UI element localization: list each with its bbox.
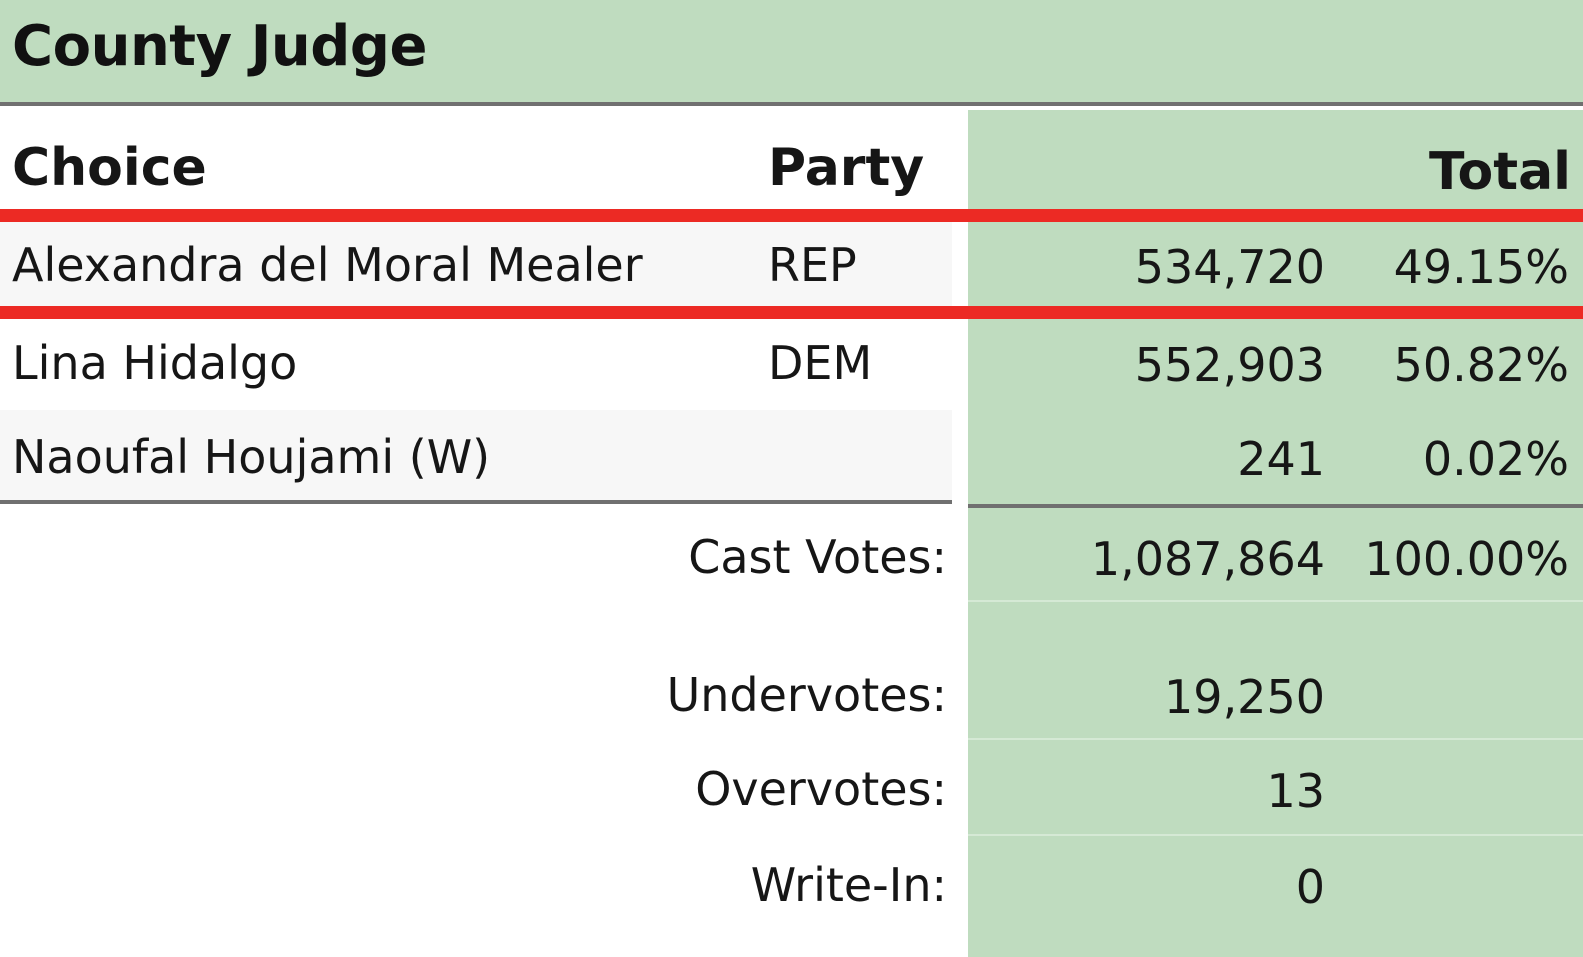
summary-row-write-in: Write-In: 0 bbox=[0, 840, 1583, 930]
totals-column-background bbox=[968, 110, 1583, 957]
summary-row-undervotes: Undervotes: 19,250 bbox=[0, 650, 1583, 740]
row-band bbox=[0, 218, 952, 308]
table-row: Lina Hidalgo DEM 552,903 50.82% bbox=[0, 318, 1583, 408]
candidate-party: REP bbox=[768, 238, 857, 292]
table-divider bbox=[0, 500, 952, 504]
column-header-row: Choice Party Total bbox=[0, 110, 1583, 210]
party-header: Party bbox=[768, 138, 925, 198]
table-row: Naoufal Houjami (W) 241 0.02% bbox=[0, 410, 1583, 500]
candidate-votes: 552,903 bbox=[1134, 338, 1325, 392]
row-separator bbox=[968, 600, 1583, 602]
cast-votes-percent: 100.00% bbox=[1364, 532, 1569, 586]
choice-header: Choice bbox=[12, 138, 207, 198]
candidate-name: Naoufal Houjami (W) bbox=[12, 430, 491, 484]
candidate-percent: 50.82% bbox=[1393, 338, 1569, 392]
write-in-value: 0 bbox=[1295, 860, 1325, 914]
candidate-percent: 0.02% bbox=[1422, 432, 1569, 486]
candidate-name: Alexandra del Moral Mealer bbox=[12, 238, 643, 292]
write-in-label: Write-In: bbox=[750, 858, 947, 912]
highlight-top-line bbox=[0, 209, 1583, 222]
cast-votes-label: Cast Votes: bbox=[688, 530, 947, 584]
contest-title: County Judge bbox=[12, 14, 427, 79]
summary-row-overvotes: Overvotes: 13 bbox=[0, 744, 1583, 834]
total-header: Total bbox=[1428, 142, 1571, 202]
candidate-name: Lina Hidalgo bbox=[12, 336, 298, 390]
overvotes-value: 13 bbox=[1266, 764, 1325, 818]
row-separator bbox=[968, 738, 1583, 740]
candidate-percent: 49.15% bbox=[1393, 240, 1569, 294]
contest-header: County Judge bbox=[0, 0, 1583, 106]
undervotes-value: 19,250 bbox=[1164, 670, 1325, 724]
candidate-votes: 534,720 bbox=[1134, 240, 1325, 294]
row-band bbox=[0, 318, 952, 408]
row-band bbox=[0, 410, 952, 500]
highlight-bottom-line bbox=[0, 306, 1583, 319]
cast-votes-value: 1,087,864 bbox=[1090, 532, 1325, 586]
overvotes-label: Overvotes: bbox=[695, 762, 947, 816]
totals-divider bbox=[968, 504, 1583, 508]
table-row: Alexandra del Moral Mealer REP 534,720 4… bbox=[0, 218, 1583, 308]
undervotes-label: Undervotes: bbox=[666, 668, 947, 722]
summary-row-cast-votes: Cast Votes: 1,087,864 100.00% bbox=[0, 510, 1583, 600]
row-separator bbox=[968, 834, 1583, 836]
candidate-votes: 241 bbox=[1237, 432, 1325, 486]
candidate-party: DEM bbox=[768, 336, 873, 390]
